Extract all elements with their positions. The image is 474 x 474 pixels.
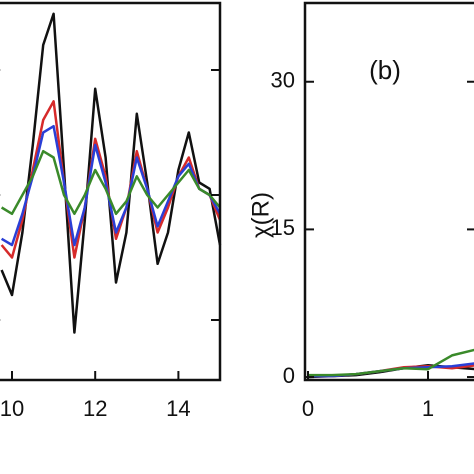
- plot-frame: [0, 1, 222, 382]
- x-tick-label: 0: [302, 396, 314, 421]
- y-tick-label: 30: [271, 68, 295, 93]
- y-tick-label: 15: [271, 215, 295, 240]
- x-tick-label: 1: [422, 396, 434, 421]
- plot-frame: [303, 1, 474, 382]
- x-tick-label: 12: [83, 396, 107, 421]
- x-tick-label: 14: [166, 396, 190, 421]
- series-line: [308, 348, 474, 377]
- y-tick-label: 0: [283, 363, 295, 388]
- x-tick-label: 10: [0, 396, 24, 421]
- series-line: [0, 12, 222, 334]
- panel-label: (b): [369, 55, 401, 85]
- series-line: [0, 124, 222, 247]
- y-axis-label: χ(R): [247, 192, 274, 238]
- series-line: [0, 149, 221, 216]
